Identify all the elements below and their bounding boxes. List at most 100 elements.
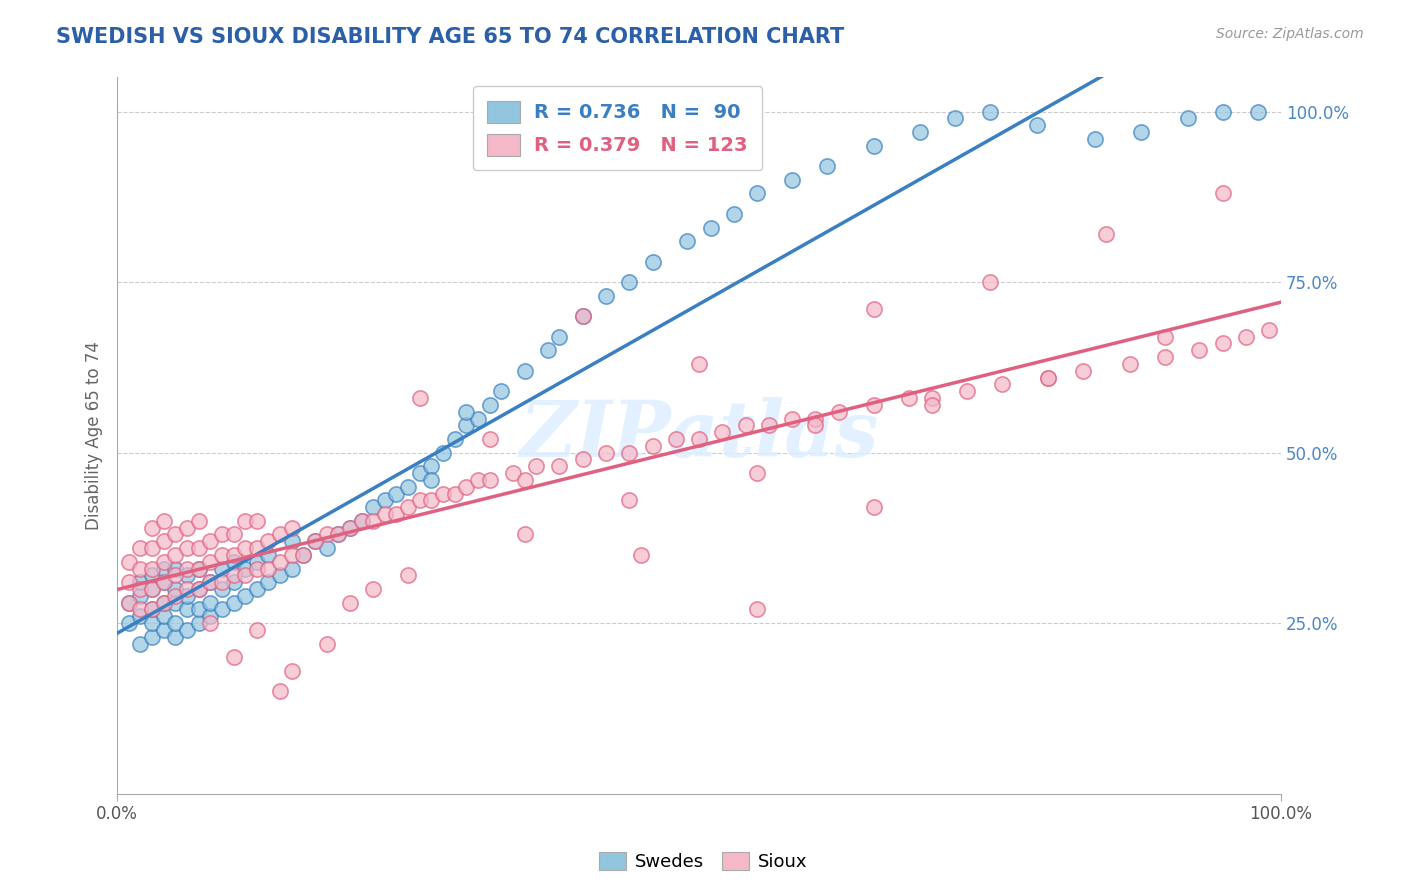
Point: [118, 575, 141, 590]
Point: [281, 664, 304, 678]
Point: [129, 541, 152, 555]
Point: [187, 582, 209, 596]
Point: [211, 575, 233, 590]
Point: [152, 534, 174, 549]
Point: [537, 343, 560, 358]
Point: [350, 514, 373, 528]
Point: [350, 514, 373, 528]
Point: [956, 384, 979, 399]
Point: [432, 445, 454, 459]
Point: [804, 418, 827, 433]
Point: [176, 521, 198, 535]
Point: [222, 650, 245, 665]
Point: [292, 548, 315, 562]
Point: [257, 548, 280, 562]
Point: [443, 432, 465, 446]
Point: [897, 391, 920, 405]
Point: [165, 568, 187, 582]
Point: [432, 486, 454, 500]
Point: [281, 534, 304, 549]
Point: [315, 527, 337, 541]
Point: [1038, 370, 1060, 384]
Point: [269, 568, 291, 582]
Point: [187, 561, 209, 575]
Point: [1071, 364, 1094, 378]
Point: [862, 138, 884, 153]
Point: [281, 548, 304, 562]
Point: [688, 432, 710, 446]
Point: [176, 623, 198, 637]
Point: [152, 561, 174, 575]
Point: [1212, 104, 1234, 119]
Point: [187, 514, 209, 528]
Point: [152, 514, 174, 528]
Point: [723, 207, 745, 221]
Point: [129, 637, 152, 651]
Point: [141, 568, 163, 582]
Point: [187, 602, 209, 616]
Point: [315, 637, 337, 651]
Point: [141, 582, 163, 596]
Point: [165, 616, 187, 631]
Point: [990, 377, 1012, 392]
Point: [222, 527, 245, 541]
Point: [456, 405, 478, 419]
Point: [339, 521, 361, 535]
Point: [257, 575, 280, 590]
Point: [246, 514, 269, 528]
Point: [176, 541, 198, 555]
Point: [187, 561, 209, 575]
Point: [828, 405, 851, 419]
Point: [688, 357, 710, 371]
Point: [571, 309, 593, 323]
Point: [233, 541, 256, 555]
Point: [165, 596, 187, 610]
Point: [548, 329, 571, 343]
Point: [676, 234, 699, 248]
Point: [246, 555, 269, 569]
Point: [361, 514, 384, 528]
Point: [152, 596, 174, 610]
Point: [478, 473, 501, 487]
Point: [304, 534, 326, 549]
Text: SWEDISH VS SIOUX DISABILITY AGE 65 TO 74 CORRELATION CHART: SWEDISH VS SIOUX DISABILITY AGE 65 TO 74…: [56, 27, 845, 46]
Point: [200, 616, 222, 631]
Point: [152, 575, 174, 590]
Point: [233, 514, 256, 528]
Point: [200, 555, 222, 569]
Point: [246, 541, 269, 555]
Point: [396, 500, 419, 515]
Point: [513, 527, 536, 541]
Point: [467, 473, 489, 487]
Point: [222, 596, 245, 610]
Point: [1025, 118, 1047, 132]
Point: [118, 596, 141, 610]
Point: [595, 289, 617, 303]
Point: [129, 582, 152, 596]
Point: [118, 555, 141, 569]
Point: [246, 582, 269, 596]
Point: [118, 616, 141, 631]
Point: [478, 432, 501, 446]
Text: ZIPatlas: ZIPatlas: [519, 397, 879, 474]
Point: [257, 561, 280, 575]
Point: [281, 561, 304, 575]
Point: [699, 220, 721, 235]
Point: [1177, 112, 1199, 126]
Point: [804, 411, 827, 425]
Point: [1084, 132, 1107, 146]
Point: [281, 521, 304, 535]
Point: [456, 480, 478, 494]
Point: [374, 507, 396, 521]
Point: [502, 466, 524, 480]
Point: [513, 473, 536, 487]
Point: [619, 275, 641, 289]
Point: [141, 630, 163, 644]
Point: [339, 521, 361, 535]
Point: [1095, 227, 1118, 242]
Point: [1234, 329, 1257, 343]
Point: [233, 568, 256, 582]
Point: [152, 555, 174, 569]
Point: [200, 596, 222, 610]
Point: [141, 582, 163, 596]
